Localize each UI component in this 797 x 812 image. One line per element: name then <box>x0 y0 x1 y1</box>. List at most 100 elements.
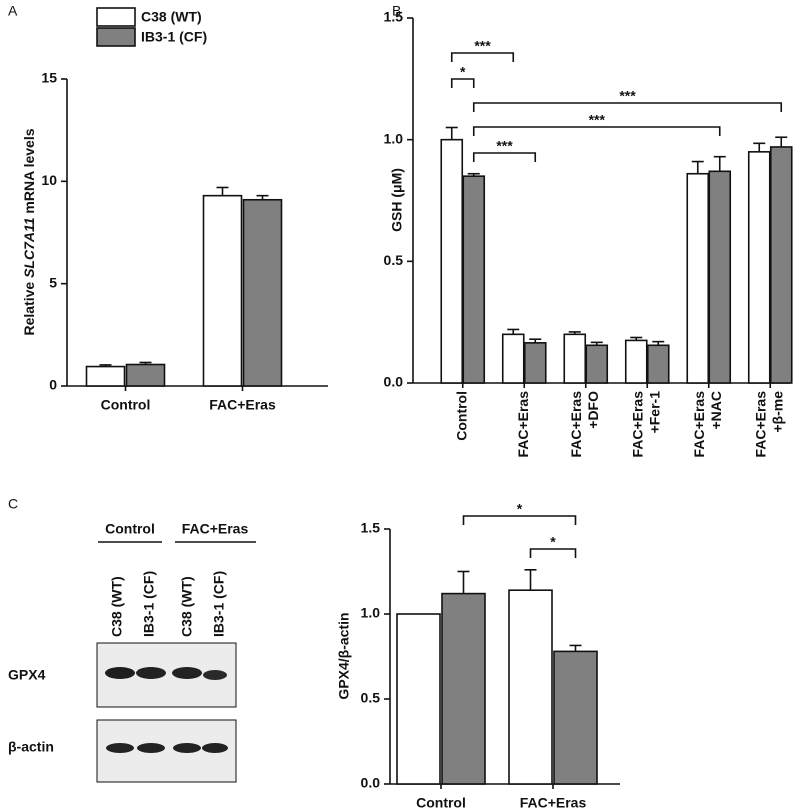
significance-bracket <box>450 52 515 62</box>
row-label: GPX4 <box>8 667 46 683</box>
significance-bracket <box>472 152 537 162</box>
band <box>203 670 227 680</box>
band <box>172 667 202 679</box>
bar <box>563 333 587 384</box>
significance-label: *** <box>619 88 636 104</box>
band <box>173 743 201 753</box>
significance-label: * <box>517 501 523 517</box>
bar <box>646 344 670 384</box>
y-tick-label: 0.5 <box>361 690 381 706</box>
y-tick-label: 5 <box>49 274 57 290</box>
x-tick-label: Control <box>416 795 466 811</box>
band <box>106 743 134 753</box>
y-tick-label: 10 <box>41 172 57 188</box>
y-tick-label: 0 <box>49 377 57 393</box>
y-tick-label: 1.5 <box>384 9 404 25</box>
bar <box>85 365 126 387</box>
x-tick-label: FAC+Eras <box>752 391 768 458</box>
bar <box>396 613 441 785</box>
row-label: β-actin <box>8 739 54 755</box>
significance-label: * <box>460 64 466 80</box>
bar <box>441 592 486 785</box>
bar <box>501 333 525 384</box>
lane-label: C38 (WT) <box>109 576 125 637</box>
legend-label: IB3-1 (CF) <box>141 29 207 45</box>
error-bar <box>216 186 229 196</box>
significance-label: *** <box>589 112 606 128</box>
x-tick-label: Control <box>453 391 469 441</box>
x-tick-label: FAC+Eras <box>209 397 276 413</box>
bar <box>624 339 648 384</box>
lane-label: C38 (WT) <box>179 576 195 637</box>
error-bar <box>445 126 458 140</box>
band <box>202 743 228 753</box>
bar <box>125 363 166 387</box>
error-bar <box>524 568 537 591</box>
lane-label: IB3-1 (CF) <box>141 571 157 637</box>
significance-bracket <box>472 126 721 136</box>
band <box>137 743 165 753</box>
y-axis-label-part: SLC7A11 <box>21 217 37 278</box>
legend-swatch <box>96 27 136 47</box>
panel-label: C <box>8 496 18 512</box>
significance-label: * <box>550 534 556 550</box>
bar <box>553 650 598 785</box>
error-bar <box>691 160 704 174</box>
y-axis-label-part: mRNA levels <box>21 128 37 217</box>
x-tick-label: +β-me <box>769 391 785 433</box>
band <box>105 667 135 679</box>
significance-bracket <box>472 102 783 112</box>
bar <box>202 194 243 387</box>
panel-label: B <box>392 3 401 19</box>
error-bar <box>457 570 470 594</box>
y-axis-label: Relative SLC7A11 mRNA levels <box>21 128 37 335</box>
x-tick-label: FAC+Eras <box>515 391 531 458</box>
bar <box>508 589 553 785</box>
x-tick-label: FAC+Eras <box>568 391 584 458</box>
bar <box>523 342 547 384</box>
significance-bracket <box>450 78 475 88</box>
x-tick-label: +Fer-1 <box>646 391 662 434</box>
y-tick-label: 1.0 <box>361 605 381 621</box>
error-bar <box>753 142 766 152</box>
y-axis-label: GSH (μM) <box>389 168 405 232</box>
y-tick-label: 1.5 <box>361 520 381 536</box>
band <box>136 667 166 679</box>
x-tick-label: FAC+Eras <box>629 391 645 458</box>
bar <box>769 146 793 384</box>
western-blot: Control FAC+Eras C38 (WT) IB3-1 (CF) C38… <box>8 521 256 783</box>
y-tick-label: 1.0 <box>384 130 404 146</box>
bar <box>242 198 283 387</box>
significance-bracket <box>462 515 577 525</box>
error-bar <box>569 644 582 652</box>
y-tick-label: 15 <box>41 70 57 86</box>
error-bar <box>507 328 520 335</box>
bar <box>686 172 710 384</box>
error-bar <box>775 136 788 147</box>
x-tick-label: FAC+Eras <box>520 795 587 811</box>
x-tick-label: FAC+Eras <box>691 391 707 458</box>
bar <box>747 151 771 384</box>
x-tick-label: +NAC <box>708 391 724 430</box>
y-tick-label: 0.0 <box>384 374 404 390</box>
y-tick-label: 0.5 <box>384 252 404 268</box>
y-tick-label: 0.0 <box>361 775 381 791</box>
significance-bracket <box>529 548 577 558</box>
panel-label: A <box>8 3 18 19</box>
y-axis-label-part: Relative <box>21 278 37 336</box>
x-tick-label: Control <box>101 397 151 413</box>
legend-label: C38 (WT) <box>141 9 202 25</box>
significance-label: *** <box>474 38 491 54</box>
x-tick-label: +DFO <box>585 391 601 429</box>
bar <box>708 170 732 384</box>
bar <box>585 344 609 384</box>
bar <box>462 175 486 384</box>
legend-swatch <box>96 7 136 27</box>
error-bar <box>713 155 726 172</box>
lane-label: IB3-1 (CF) <box>211 571 227 637</box>
bar <box>440 138 464 384</box>
blot-group: FAC+Eras <box>182 521 249 537</box>
significance-label: *** <box>496 138 513 154</box>
blot-group: Control <box>105 521 155 537</box>
